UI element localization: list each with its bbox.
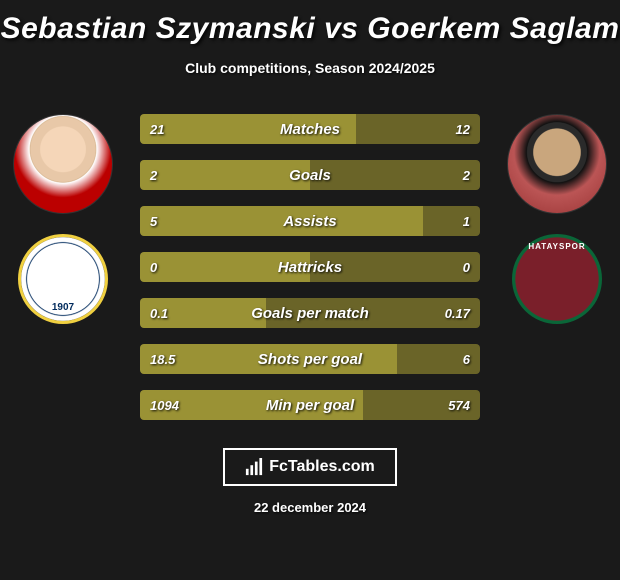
brand-text: FcTables.com <box>269 458 375 476</box>
stat-row: Hattricks0 0 <box>140 252 480 282</box>
stat-right-value: 12 <box>456 114 470 144</box>
stat-row: Matches21 12 <box>140 114 480 144</box>
stat-right-value: 2 <box>463 160 470 190</box>
player-left-photo <box>13 114 113 214</box>
stat-left-value: 2 <box>150 160 157 190</box>
page-title: Sebastian Szymanski vs Goerkem Saglam <box>0 0 620 46</box>
subtitle: Club competitions, Season 2024/2025 <box>0 60 620 76</box>
stat-label: Min per goal <box>140 390 480 420</box>
stat-left-value: 5 <box>150 206 157 236</box>
footer: FcTables.com <box>0 448 620 486</box>
stat-left-value: 18.5 <box>150 344 175 374</box>
stat-label: Hattricks <box>140 252 480 282</box>
left-column <box>8 114 118 324</box>
stats-bars: Matches21 12 Goals2 2 Assists5 1 Hattricks0 0 Go… <box>140 114 480 420</box>
date-text: 22 december 2024 <box>0 500 620 515</box>
stat-label: Assists <box>140 206 480 236</box>
player-right-club-logo: HATAYSPOR <box>512 234 602 324</box>
brand-box: FcTables.com <box>223 448 397 486</box>
stat-left-value: 0 <box>150 252 157 282</box>
player-right-photo <box>507 114 607 214</box>
stat-right-value: 0 <box>463 252 470 282</box>
stat-right-value: 6 <box>463 344 470 374</box>
stat-label: Goals per match <box>140 298 480 328</box>
stat-label: Goals <box>140 160 480 190</box>
stat-right-value: 1 <box>463 206 470 236</box>
stat-row: Shots per goal18.5 6 <box>140 344 480 374</box>
stat-left-value: 1094 <box>150 390 179 420</box>
comparison-panel: HATAYSPOR Matches21 12 Goals2 2 Assists5 1 Hat… <box>0 106 620 436</box>
right-column: HATAYSPOR <box>502 114 612 324</box>
stat-right-value: 574 <box>448 390 470 420</box>
stat-row: Assists5 1 <box>140 206 480 236</box>
stat-left-value: 0.1 <box>150 298 168 328</box>
player-left-club-logo <box>18 234 108 324</box>
brand-chart-icon <box>245 458 263 476</box>
stat-right-value: 0.17 <box>445 298 470 328</box>
club-right-name-label: HATAYSPOR <box>514 242 600 251</box>
stat-row: Goals per match0.1 0.17 <box>140 298 480 328</box>
stat-row: Goals2 2 <box>140 160 480 190</box>
stat-row: Min per goal1094 574 <box>140 390 480 420</box>
stat-label: Shots per goal <box>140 344 480 374</box>
stat-left-value: 21 <box>150 114 164 144</box>
stat-label: Matches <box>140 114 480 144</box>
